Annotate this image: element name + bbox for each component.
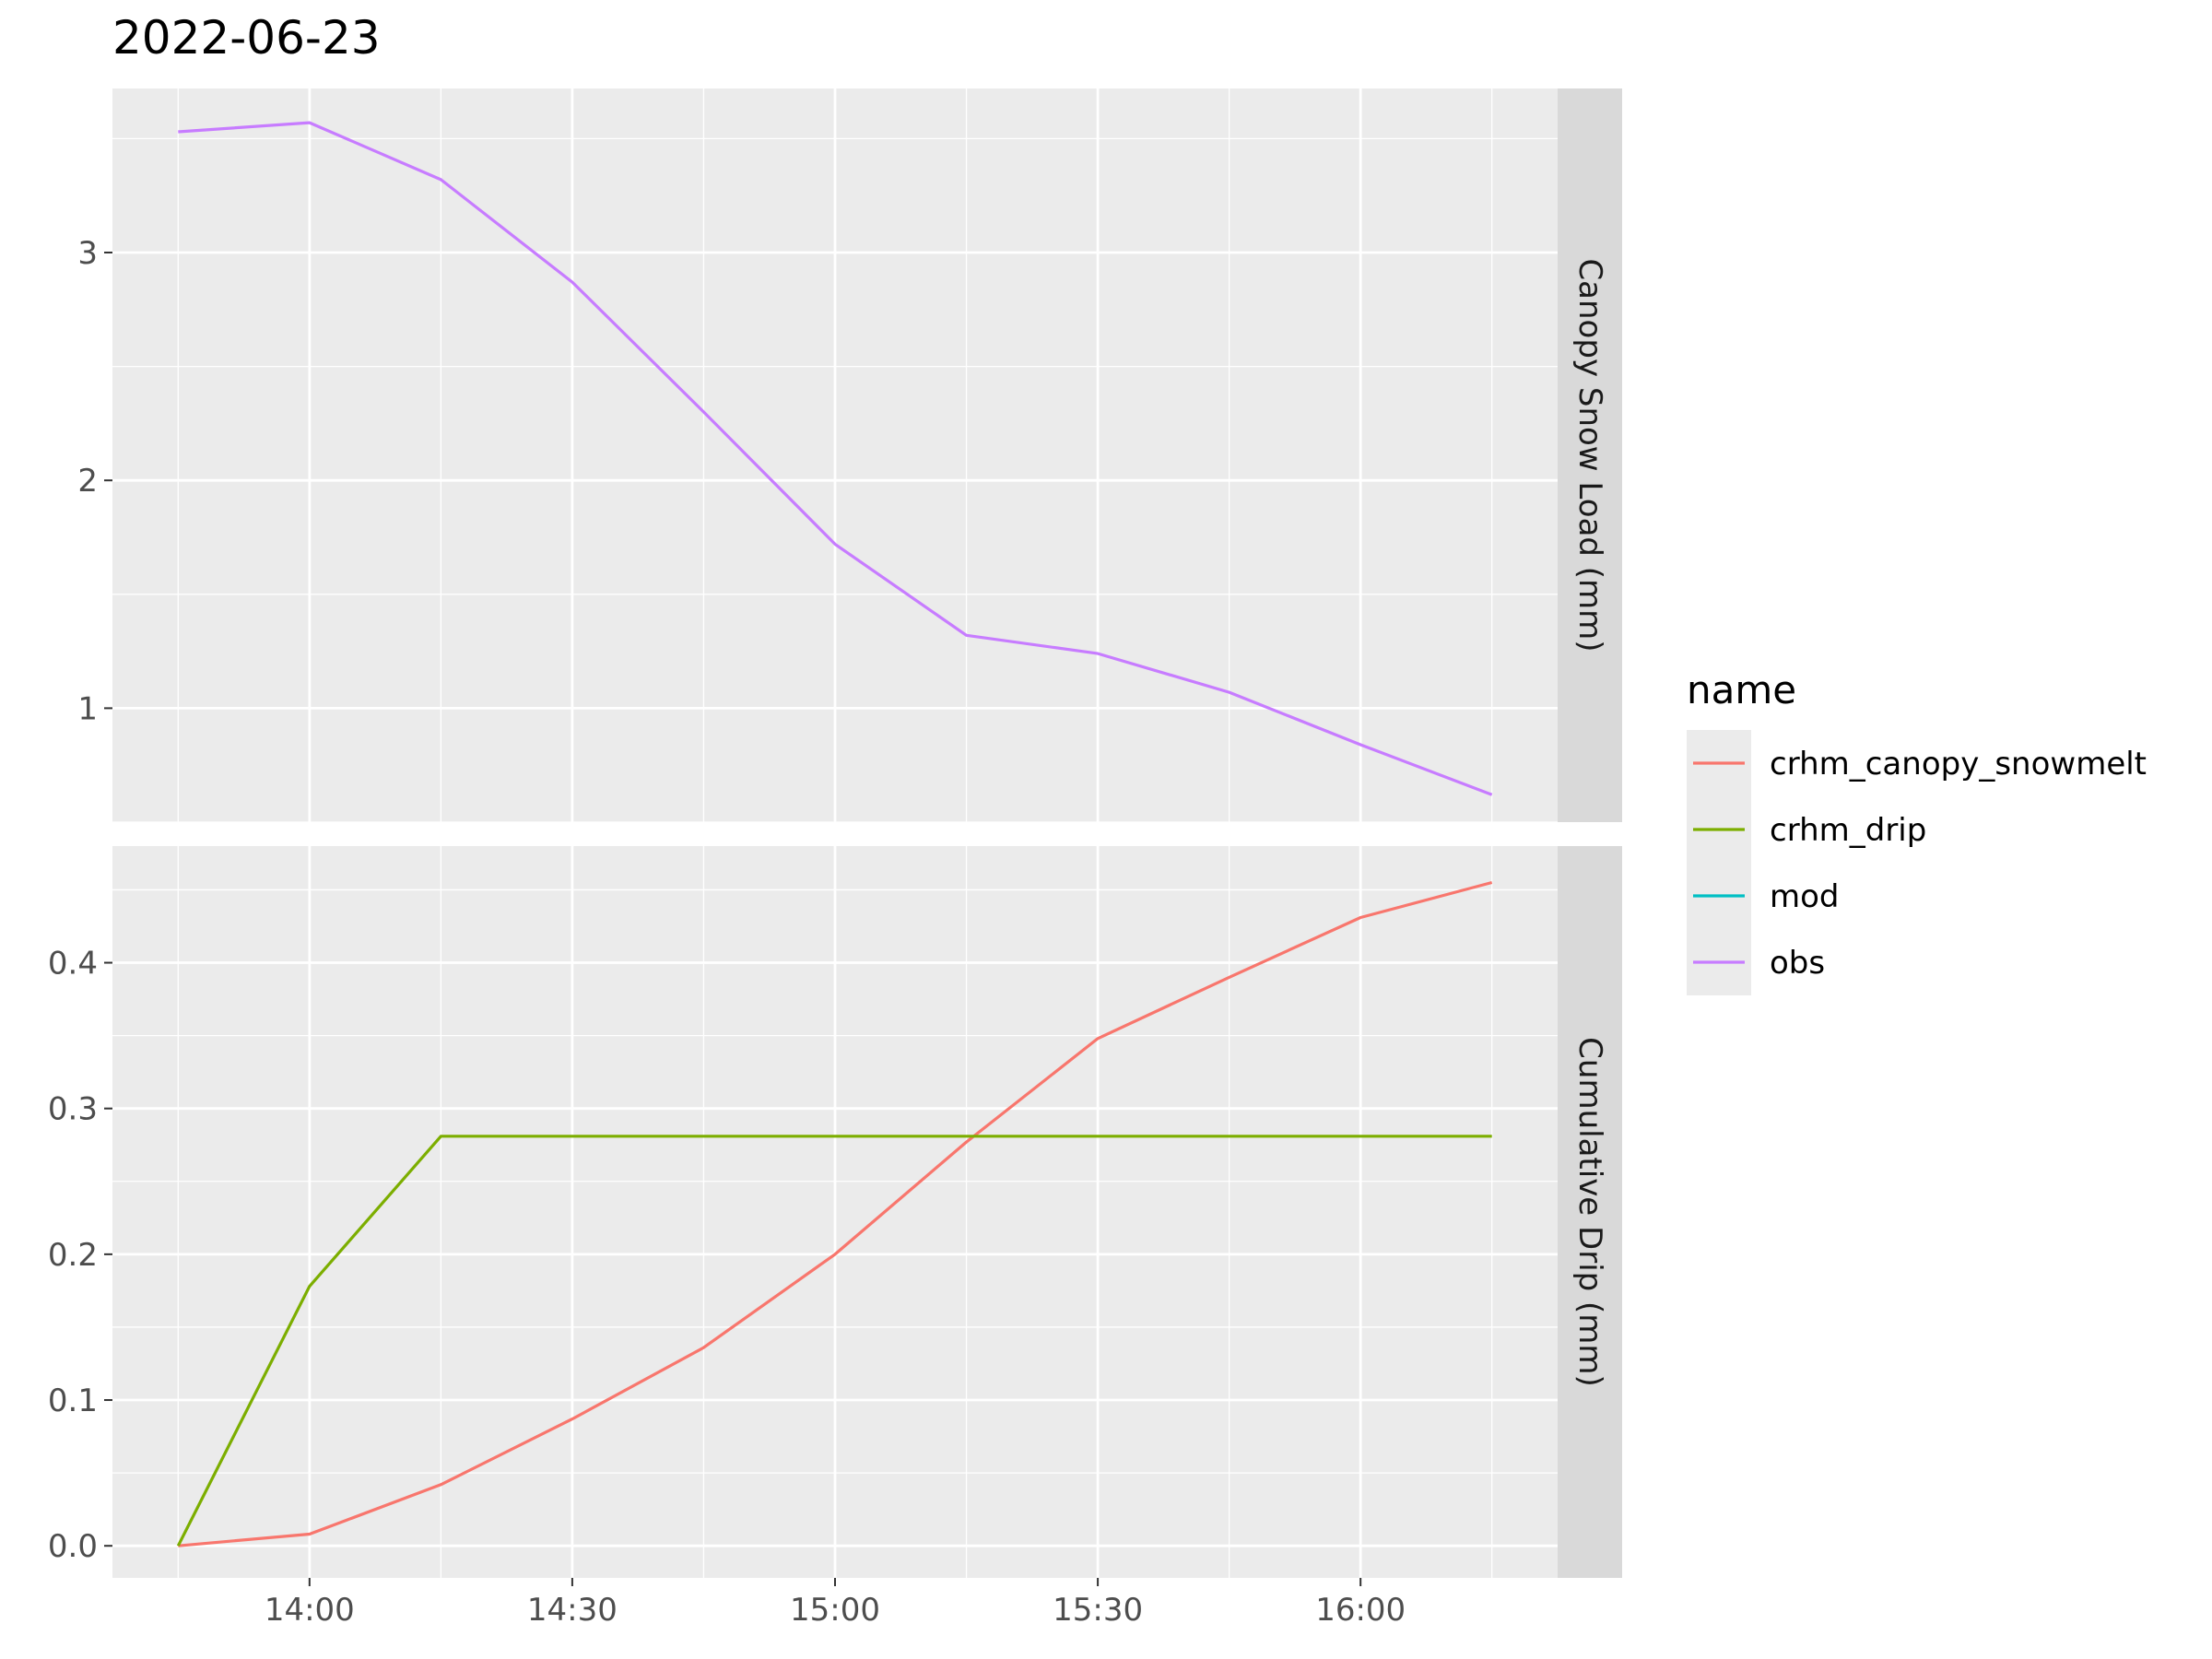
legend-label: obs	[1770, 945, 1825, 982]
x-tick-label: 15:00	[790, 1592, 880, 1629]
x-tick-label: 15:30	[1053, 1592, 1143, 1629]
legend-label: mod	[1770, 878, 1840, 915]
series-line-crhm_canopy_snowmelt	[178, 880, 1493, 1547]
legend-item-crhm_canopy_snowmelt: crhm_canopy_snowmelt	[1687, 730, 2147, 796]
panel-1: 1 2 3 Canopy Snow Load (mm)	[77, 88, 1622, 823]
panel-2: 0.0 0.1 0.2 0.3 0.4 Cumulative Drip (mm)	[48, 846, 1622, 1578]
y-tick-label: 0.3	[48, 1091, 98, 1128]
facet-strip	[1558, 846, 1622, 1578]
legend-title: name	[1687, 667, 1796, 712]
facet-strip-label: Cumulative Drip (mm)	[1571, 1037, 1608, 1387]
y-tick-label: 0.0	[48, 1528, 98, 1565]
x-axis: 14:00 14:30 15:00 15:30 16:00	[265, 1578, 1406, 1629]
series-line-crhm_drip	[176, 1135, 1492, 1547]
y-tick-label: 3	[77, 235, 98, 272]
x-tick-label: 14:30	[527, 1592, 618, 1629]
y-tick-label: 2	[77, 463, 98, 500]
chart-title: 2022-06-23	[112, 11, 381, 65]
facet-strip	[1558, 88, 1622, 822]
y-tick-label: 0.4	[48, 946, 98, 982]
x-tick-label: 14:00	[265, 1592, 355, 1629]
chart-panels: 1 2 3 Canopy Snow Load (mm) 0.0 0.1 0.2 0.3 0.4 C…	[48, 88, 1622, 1578]
y-tick-label: 1	[77, 690, 98, 727]
series-line-obs	[178, 121, 1493, 796]
legend-item-obs: obs	[1687, 929, 1825, 995]
legend-item-mod: mod	[1687, 863, 1840, 929]
legend-label: crhm_canopy_snowmelt	[1770, 746, 2147, 782]
x-tick-label: 16:00	[1315, 1592, 1406, 1629]
legend-label: crhm_drip	[1770, 812, 1926, 849]
y-tick-label: 0.2	[48, 1237, 98, 1274]
facet-strip-label: Canopy Snow Load (mm)	[1571, 258, 1608, 652]
y-tick-label: 0.1	[48, 1382, 98, 1419]
legend-item-crhm_drip: crhm_drip	[1687, 796, 1926, 863]
